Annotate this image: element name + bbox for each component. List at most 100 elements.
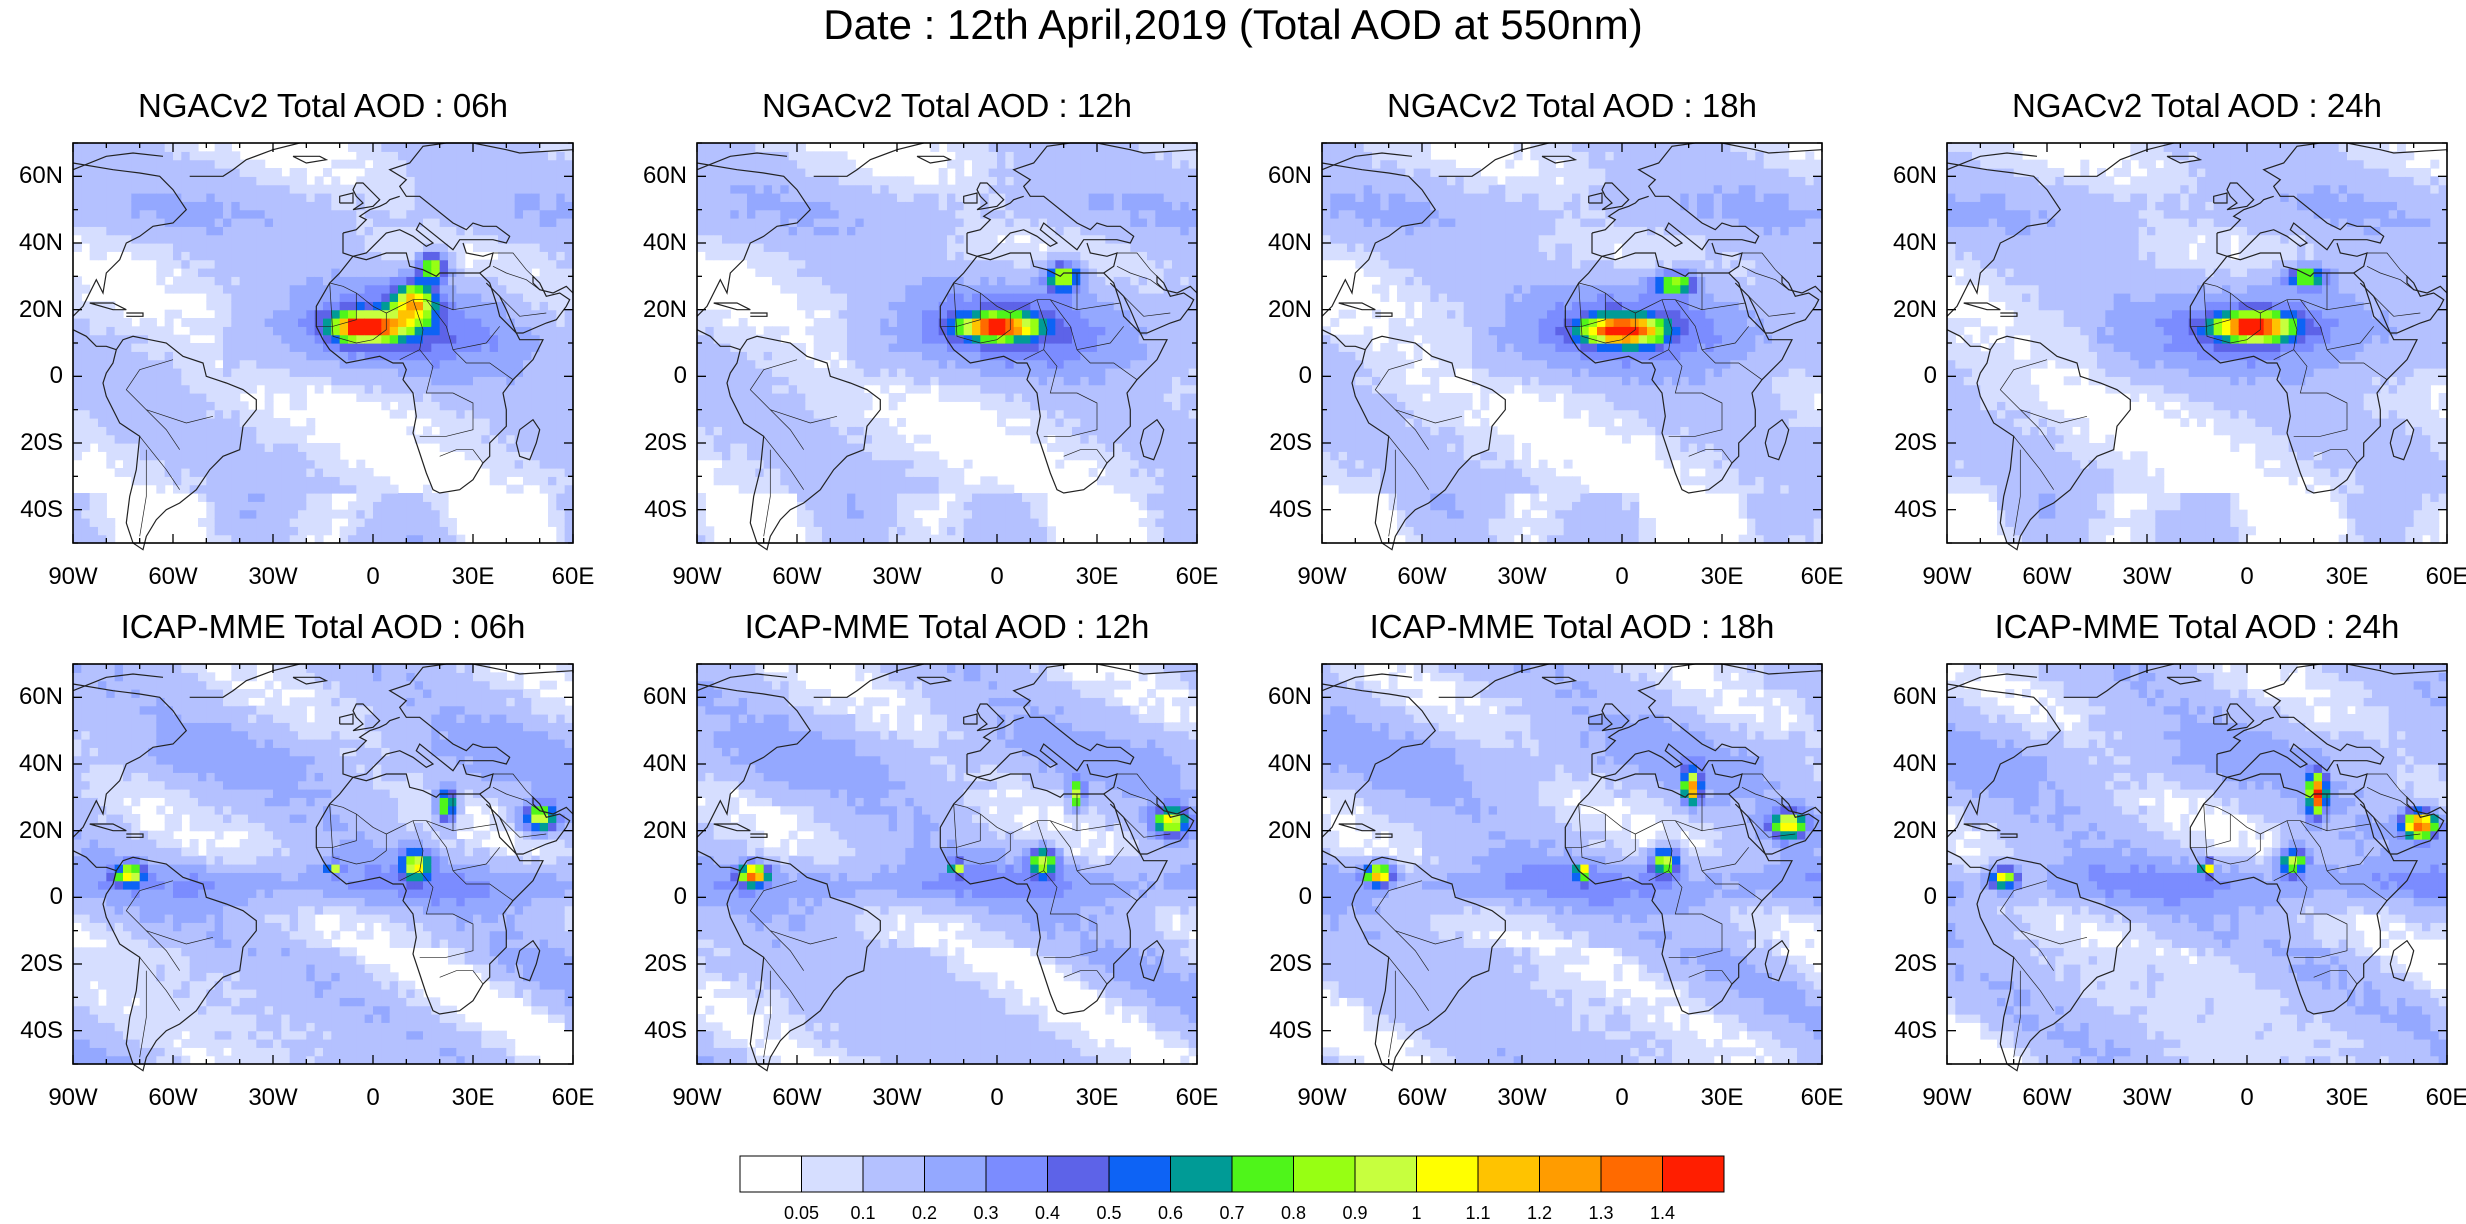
aod-cell — [390, 268, 399, 277]
aod-cell — [248, 376, 257, 385]
aod-cell — [1114, 476, 1123, 485]
aod-cell — [473, 160, 482, 169]
aod-cell — [1172, 276, 1181, 285]
aod-cell — [190, 410, 199, 419]
aod-cell — [373, 310, 382, 319]
aod-cell — [190, 243, 199, 252]
aod-cell — [206, 526, 215, 535]
aod-cell — [1172, 393, 1181, 402]
aod-cell — [290, 435, 299, 444]
aod-cell — [223, 401, 232, 410]
aod-cell — [498, 210, 507, 219]
aod-cell — [1047, 335, 1056, 344]
aod-cell — [373, 368, 382, 377]
aod-cell — [872, 293, 881, 302]
aod-cell — [1155, 351, 1164, 360]
aod-cell — [298, 235, 307, 244]
aod-cell — [1014, 393, 1023, 402]
aod-cell — [897, 443, 906, 452]
aod-cell — [864, 218, 873, 227]
aod-cell — [223, 443, 232, 452]
aod-cell — [697, 143, 706, 152]
aod-cell — [115, 160, 124, 169]
aod-cell — [173, 460, 182, 469]
aod-cell — [465, 435, 474, 444]
aod-cell — [1014, 335, 1023, 344]
aod-cell — [323, 193, 332, 202]
aod-cell — [340, 276, 349, 285]
aod-cell — [1130, 468, 1139, 477]
aod-cell — [115, 401, 124, 410]
aod-cell — [805, 410, 814, 419]
aod-cell — [431, 376, 440, 385]
aod-cell — [972, 143, 981, 152]
aod-cell — [989, 393, 998, 402]
aod-cell — [348, 143, 357, 152]
aod-cell — [365, 335, 374, 344]
aod-cell — [1055, 351, 1064, 360]
aod-cell — [1014, 268, 1023, 277]
aod-cell — [498, 351, 507, 360]
aod-cell — [273, 485, 282, 494]
aod-cell — [123, 151, 132, 160]
aod-cell — [1147, 393, 1156, 402]
aod-cell — [198, 343, 207, 352]
aod-cell — [290, 485, 299, 494]
aod-cell — [714, 176, 723, 185]
aod-cell — [223, 151, 232, 160]
aod-cell — [248, 435, 257, 444]
aod-cell — [90, 510, 99, 519]
aod-cell — [922, 493, 931, 502]
aod-cell — [381, 268, 390, 277]
aod-cell — [1180, 351, 1189, 360]
aod-cell — [1064, 218, 1073, 227]
aod-cell — [206, 151, 215, 160]
aod-cell — [814, 176, 823, 185]
aod-cell — [240, 476, 249, 485]
aod-cell — [440, 176, 449, 185]
aod-cell — [406, 168, 415, 177]
aod-cell — [847, 210, 856, 219]
aod-cell — [1105, 435, 1114, 444]
aod-cell — [273, 168, 282, 177]
aod-cell — [506, 343, 515, 352]
aod-cell — [855, 335, 864, 344]
aod-cell — [922, 201, 931, 210]
aod-cell — [980, 326, 989, 335]
aod-cell — [997, 493, 1006, 502]
aod-cell — [905, 218, 914, 227]
aod-cell — [456, 318, 465, 327]
aod-cell — [930, 185, 939, 194]
aod-cell — [889, 301, 898, 310]
aod-cell — [972, 276, 981, 285]
aod-cell — [822, 260, 831, 269]
aod-cell — [156, 401, 165, 410]
aod-cell — [231, 426, 240, 435]
aod-cell — [780, 435, 789, 444]
aod-cell — [1039, 318, 1048, 327]
aod-cell — [148, 426, 157, 435]
aod-cell — [81, 501, 90, 510]
aod-cell — [248, 476, 257, 485]
aod-cell — [406, 360, 415, 369]
aod-cell — [1089, 185, 1098, 194]
aod-cell — [772, 460, 781, 469]
aod-cell — [1014, 276, 1023, 285]
aod-cell — [1164, 251, 1173, 260]
aod-cell — [523, 285, 532, 294]
aod-cell — [805, 468, 814, 477]
aod-cell — [548, 260, 557, 269]
aod-cell — [997, 285, 1006, 294]
aod-cell — [1130, 476, 1139, 485]
aod-cell — [972, 218, 981, 227]
aod-cell — [81, 401, 90, 410]
aod-cell — [198, 218, 207, 227]
aod-cell — [406, 376, 415, 385]
aod-cell — [764, 376, 773, 385]
aod-cell — [548, 276, 557, 285]
aod-cell — [223, 160, 232, 169]
aod-cell — [1072, 201, 1081, 210]
aod-cell — [556, 393, 565, 402]
aod-cell — [115, 218, 124, 227]
aod-cell — [98, 360, 107, 369]
